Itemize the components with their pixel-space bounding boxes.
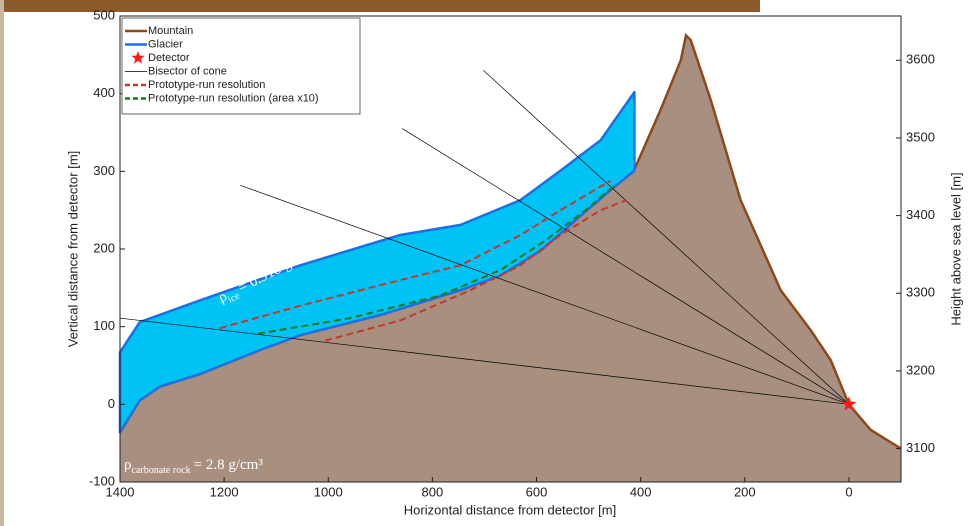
x-tick-label: 0 xyxy=(845,484,852,499)
x-tick-label: 800 xyxy=(422,484,444,499)
y-axis-label: Vertical distance from detector [m] xyxy=(65,151,80,348)
x-axis-label: Horizontal distance from detector [m] xyxy=(404,502,616,517)
y2-tick-label: 3500 xyxy=(906,129,935,144)
legend-label: Prototype-run resolution (area x10) xyxy=(148,92,319,104)
left-border xyxy=(0,0,4,526)
annotation-part: = 2.8 g/cm³ xyxy=(194,457,264,473)
legend-label: Prototype-run resolution xyxy=(148,79,265,91)
y-tick-label: 300 xyxy=(93,163,115,178)
y2-tick-label: 3100 xyxy=(906,440,935,455)
y-tick-label: 500 xyxy=(93,7,115,22)
x-tick-label: 1000 xyxy=(314,484,343,499)
y2-tick-label: 3600 xyxy=(906,52,935,67)
legend-label: Detector xyxy=(148,52,190,64)
legend-label: Bisector of cone xyxy=(148,65,227,77)
y-tick-label: 200 xyxy=(93,240,115,255)
y2-axis-label: Height above sea level [m] xyxy=(948,172,963,325)
x-tick-label: 1200 xyxy=(210,484,239,499)
y2-tick-label: 3400 xyxy=(906,207,935,222)
chart: Horizontal distance from detector [m] Ve… xyxy=(0,0,973,526)
y-tick-label: 0 xyxy=(108,396,115,411)
legend-label: Glacier xyxy=(148,38,183,50)
x-tick-label: 400 xyxy=(630,484,652,499)
y2-tick-label: 3300 xyxy=(906,285,935,300)
legend-label: Mountain xyxy=(148,25,193,37)
y-tick-label: 400 xyxy=(93,85,115,100)
annotation-part: ρ xyxy=(124,457,132,473)
y2-tick-label: 3200 xyxy=(906,362,935,377)
x-tick-label: 200 xyxy=(734,484,756,499)
y-tick-label: 100 xyxy=(93,318,115,333)
x-tick-label: 600 xyxy=(526,484,548,499)
y-tick-label: -100 xyxy=(89,473,115,488)
annotation-part: carbonate rock xyxy=(132,465,191,476)
